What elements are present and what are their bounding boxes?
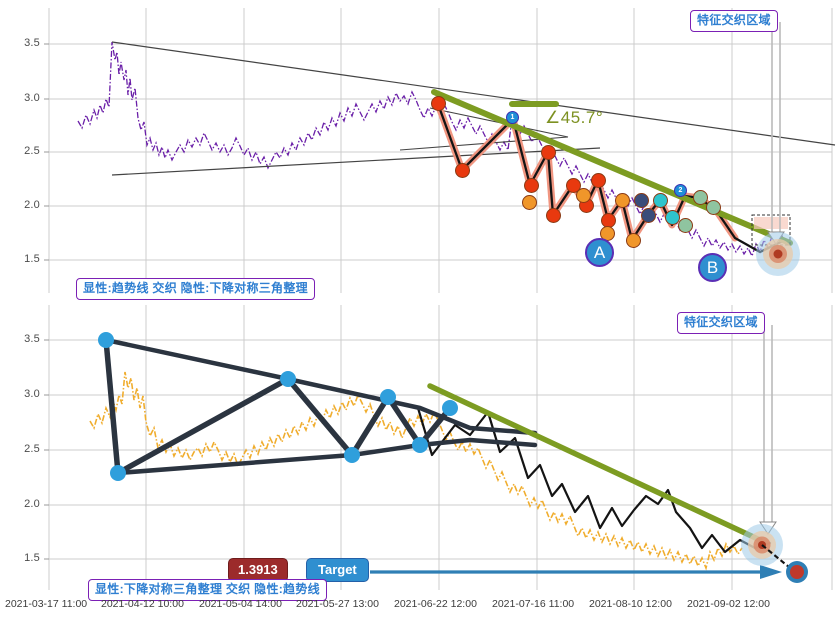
wave-marker-16[interactable] — [634, 193, 649, 208]
wave-marker-10[interactable] — [522, 195, 537, 210]
bottom-y-ticks — [44, 339, 49, 560]
wave-marker-21[interactable] — [706, 200, 721, 215]
wave-marker-4[interactable] — [541, 145, 556, 160]
xtick-4: 2021-06-22 12:00 — [394, 598, 477, 610]
xtick-6: 2021-08-10 12:00 — [589, 598, 672, 610]
bottom-pivot-dot-5[interactable] — [380, 389, 396, 405]
bottom-ytick-1-5: 1.5 — [24, 552, 40, 564]
bottom-green-downtrend-line — [427, 383, 763, 543]
top-ytick-2-5: 2.5 — [24, 145, 40, 157]
bottom-plot-background — [49, 305, 832, 590]
wave-marker-5[interactable] — [546, 208, 561, 223]
xtick-3: 2021-05-27 13:00 — [296, 598, 379, 610]
bottom-price-series-orange — [89, 371, 743, 571]
top-feature-region-badge[interactable]: 特征交织区域 — [690, 10, 778, 32]
bottom-ytick-3-5: 3.5 — [24, 333, 40, 345]
wave-marker-15[interactable] — [641, 208, 656, 223]
top-ytick-3-5: 3.5 — [24, 37, 40, 49]
bottom-chart-canvas — [44, 305, 833, 590]
wave-pivot-2[interactable]: 2 — [674, 184, 687, 197]
bottom-pivot-dot-6[interactable] — [412, 437, 428, 453]
xtick-0: 2021-03-17 11:00 — [5, 598, 88, 610]
top-trendline-upper — [111, 41, 836, 146]
wave-marker-14[interactable] — [626, 233, 641, 248]
bottom-pivot-dot-1[interactable] — [98, 332, 114, 348]
top-ytick-3-0: 3.0 — [24, 92, 40, 104]
top-price-series-purple — [77, 41, 785, 258]
wave-marker-11[interactable] — [576, 188, 591, 203]
bottom-price-badge[interactable]: 1.3913 — [228, 558, 288, 582]
wave-marker-a[interactable]: A — [585, 238, 614, 267]
wave-marker-3[interactable] — [524, 178, 539, 193]
wave-marker-13[interactable] — [615, 193, 630, 208]
top-green-downtrend-line — [431, 89, 793, 246]
top-ytick-1-5: 1.5 — [24, 253, 40, 265]
bottom-pivot-dot-3[interactable] — [280, 371, 296, 387]
xtick-1: 2021-04-12 10:00 — [101, 598, 184, 610]
top-ytick-2-0: 2.0 — [24, 199, 40, 211]
top-chart-panel[interactable]: 3.5 3.0 2.5 2.0 1.5 特征交织区域 ∠45.7° 显性:趋势线… — [0, 0, 839, 300]
bottom-target-badge[interactable]: Target — [306, 558, 369, 582]
top-chart-canvas — [44, 8, 836, 293]
xtick-2: 2021-05-04 14:00 — [199, 598, 282, 610]
wave-marker-8[interactable] — [591, 173, 606, 188]
bottom-chart-panel[interactable]: 3.5 3.0 2.5 2.0 1.5 特征交织区域 1.3913 Target… — [0, 300, 839, 617]
top-angle-label: ∠45.7° — [545, 108, 604, 127]
wave-marker-18[interactable] — [665, 210, 680, 225]
bottom-pivot-dot-7[interactable] — [442, 400, 458, 416]
bottom-ytick-2-5: 2.5 — [24, 443, 40, 455]
top-target-bullseye-icon — [756, 232, 800, 276]
bottom-pattern-upper-line — [103, 337, 538, 436]
bottom-ytick-3-0: 3.0 — [24, 388, 40, 400]
xtick-7: 2021-09-02 12:00 — [687, 598, 770, 610]
xtick-5: 2021-07-16 11:00 — [492, 598, 575, 610]
top-selection-highlight — [754, 217, 788, 229]
wave-marker-2[interactable] — [455, 163, 470, 178]
bottom-feature-region-badge[interactable]: 特征交织区域 — [677, 312, 765, 334]
bottom-pivot-dot-2[interactable] — [110, 465, 126, 481]
wave-pivot-1[interactable]: 1 — [506, 111, 519, 124]
top-y-ticks — [44, 43, 49, 261]
wave-marker-1[interactable] — [431, 96, 446, 111]
bottom-target-arrow-head-icon — [760, 565, 782, 579]
wave-marker-20[interactable] — [693, 190, 708, 205]
top-plot-background — [49, 8, 832, 293]
top-grid-vertical — [48, 8, 833, 293]
wave-marker-17[interactable] — [653, 193, 668, 208]
bottom-pivot-dot-4[interactable] — [344, 447, 360, 463]
bottom-final-target-dot-icon — [786, 561, 808, 583]
top-legend-badge[interactable]: 显性:趋势线 交织 隐性:下降对称三角整理 — [76, 278, 315, 300]
wave-marker-19[interactable] — [678, 218, 693, 233]
wave-marker-b[interactable]: B — [698, 253, 727, 282]
bottom-ytick-2-0: 2.0 — [24, 498, 40, 510]
bottom-legend-badge[interactable]: 显性:下降对称三角整理 交织 隐性:趋势线 — [88, 579, 327, 601]
